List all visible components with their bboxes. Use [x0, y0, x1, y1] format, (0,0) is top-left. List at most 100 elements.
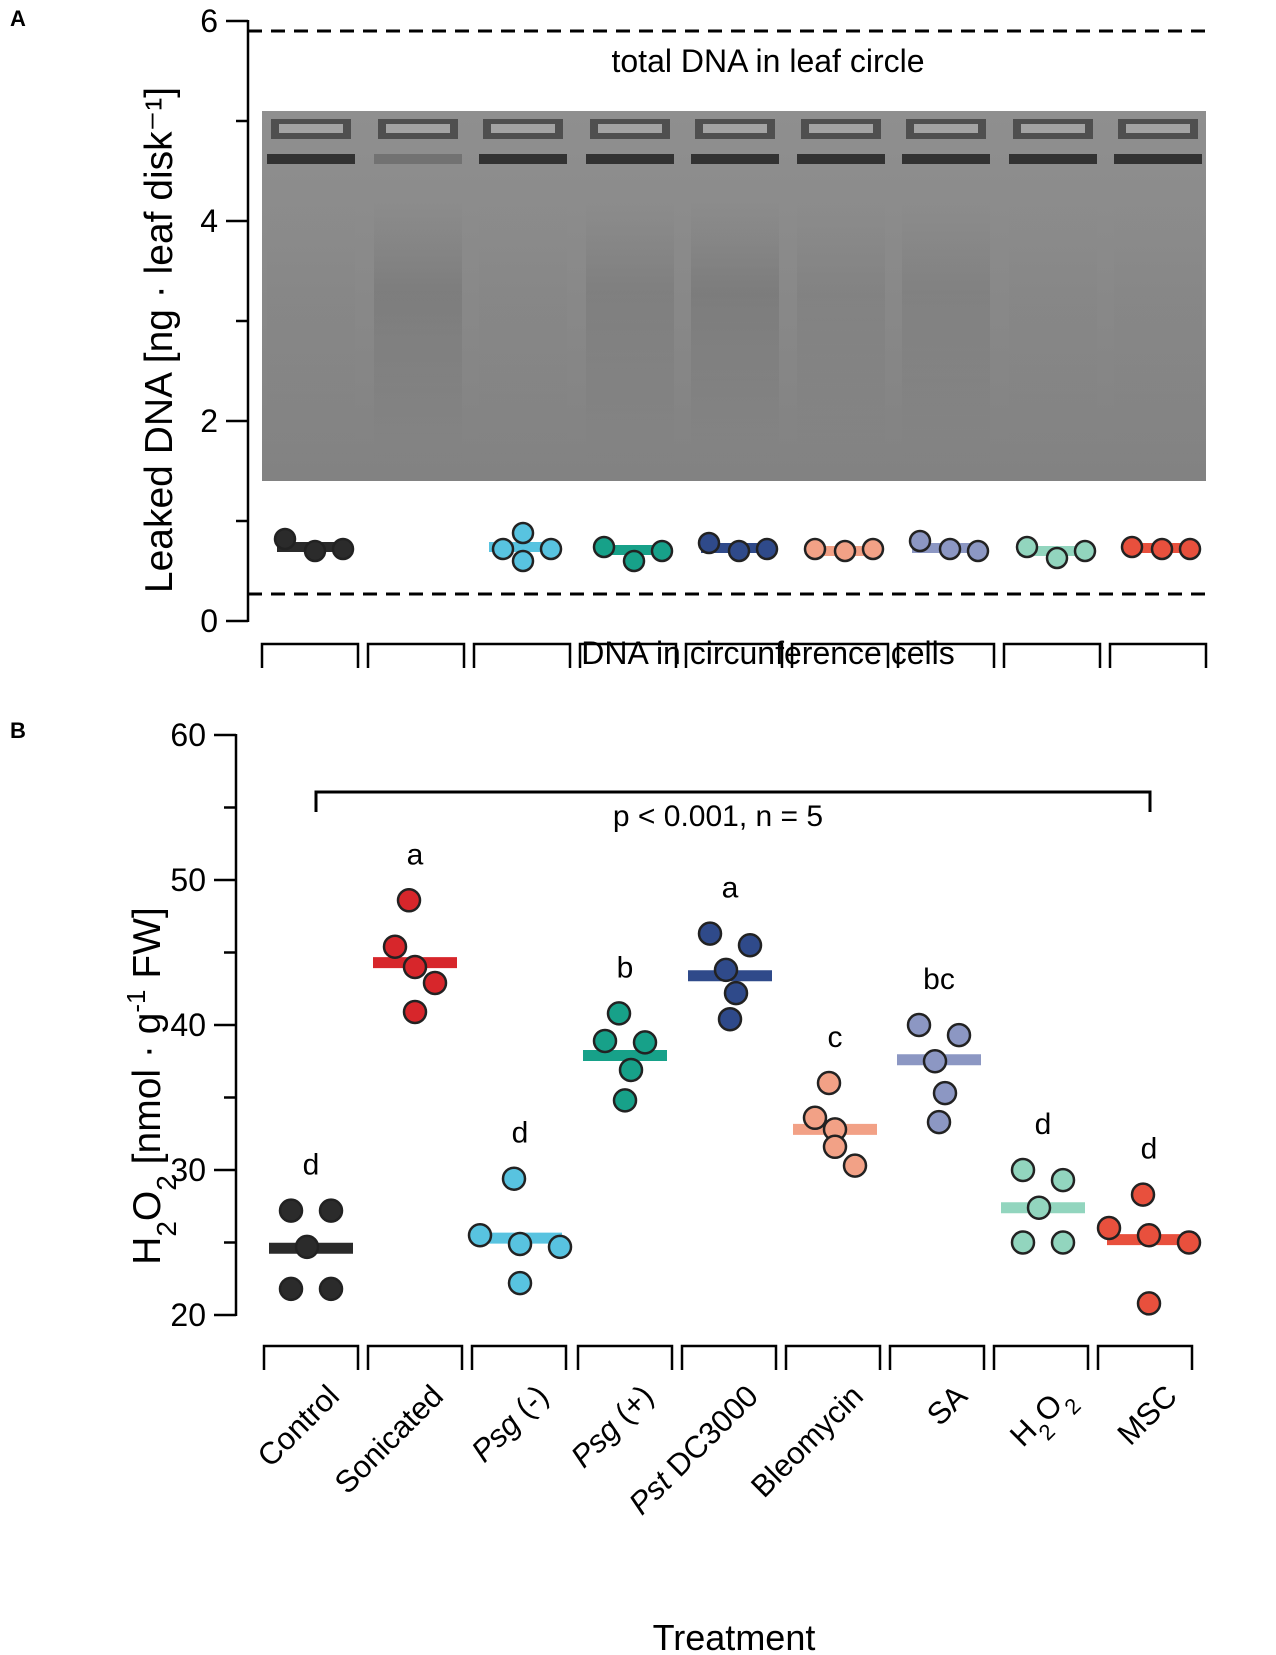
data-point-psg — [511, 521, 535, 545]
significance-bracket-line — [314, 790, 1152, 812]
data-point-psg — [467, 1223, 493, 1248]
data-point-pst-dc3000 — [713, 957, 739, 983]
data-point-msc — [1120, 535, 1144, 559]
category-bracket-b-bleomycin — [784, 1344, 882, 1370]
data-point-control — [318, 1276, 344, 1302]
significance-letter-bleomycin: c — [828, 1021, 843, 1054]
gel-band — [902, 154, 990, 164]
gel-image — [262, 111, 1206, 481]
x-tick-label-psg: Psg (-) — [464, 1378, 555, 1469]
data-point-control — [273, 527, 297, 551]
data-point-h2o2 — [1010, 1157, 1036, 1183]
y-tick-label-b: 20 — [170, 1297, 206, 1333]
data-point-psg — [511, 549, 535, 573]
y-axis-label-b: H2O2 [nmol · g-1 FW] — [121, 907, 182, 1265]
data-point-pst-dc3000 — [697, 531, 721, 555]
y-tick-label-a: 6 — [200, 3, 218, 39]
data-points-b: d a d b a c bc d d — [269, 838, 1202, 1316]
category-bracket-a-msc — [1108, 642, 1208, 668]
data-point-msc — [1150, 537, 1174, 561]
data-point-psg — [612, 1088, 638, 1113]
data-point-control — [278, 1198, 304, 1223]
y-tick-label-b: 40 — [170, 1007, 206, 1043]
significance-letter-control: d — [303, 1149, 320, 1182]
x-tick-label-control: Control — [251, 1378, 346, 1473]
significance-annotation: p < 0.001, n = 5 — [613, 800, 823, 833]
data-point-control — [294, 1234, 320, 1260]
gel-well-highlight — [279, 124, 343, 133]
data-point-bleomycin — [802, 1105, 828, 1131]
data-point-control — [331, 537, 355, 561]
category-brackets-a — [260, 642, 1208, 668]
category-bracket-b-h2o2 — [992, 1344, 1090, 1370]
data-point-bleomycin — [816, 1070, 842, 1096]
gel-well-highlight — [914, 124, 978, 133]
category-bracket-a-control — [260, 642, 360, 668]
gel-well-highlight — [1021, 124, 1085, 133]
data-point-h2o2 — [1045, 546, 1069, 570]
data-point-msc — [1178, 537, 1202, 561]
y-tick-label-b: 30 — [170, 1152, 206, 1188]
gel-lane-smear — [1114, 201, 1202, 461]
category-bracket-a-psg — [578, 642, 678, 668]
data-point-sa — [946, 1022, 972, 1048]
y-tick-label-b: 60 — [170, 717, 206, 753]
category-bracket-a-bleomycin — [790, 642, 890, 668]
data-points-a — [273, 521, 1202, 573]
data-point-pst-dc3000 — [755, 537, 779, 561]
panel-b: 20 30 40 50 60 p < 0.001, n = 5 H2O2 [nmol ·… — [121, 717, 1202, 1655]
gel-well-highlight — [1126, 124, 1190, 133]
gel-band — [691, 154, 779, 164]
gel-lane-smear — [267, 201, 355, 461]
x-tick-label-bleomycin: Bleomycin — [744, 1378, 870, 1504]
data-point-sa — [926, 1109, 952, 1135]
data-point-psg — [507, 1270, 533, 1296]
x-tick-label-psg: Psg (+) — [564, 1378, 660, 1474]
gel-band — [586, 154, 674, 164]
data-point-h2o2 — [1026, 1195, 1052, 1220]
data-point-sa — [908, 529, 932, 553]
data-point-sonicated — [402, 999, 428, 1025]
y-tick-label-a: 2 — [200, 403, 218, 439]
data-point-psg — [618, 1057, 644, 1083]
panel-a: 0 2 4 6 total DNA in leaf circle DNA in cir… — [138, 3, 1210, 671]
gel-band — [479, 154, 567, 164]
gel-lane-smear — [586, 201, 674, 461]
data-point-sa — [938, 537, 962, 561]
y-tick-label-a: 0 — [200, 603, 218, 639]
x-axis-label: Treatment — [653, 1617, 816, 1655]
data-point-control — [318, 1198, 344, 1223]
y-axis-b: 20 30 40 50 60 — [170, 717, 238, 1333]
significance-letter-h2o2: d — [1035, 1108, 1052, 1141]
data-point-pst-dc3000 — [737, 933, 763, 958]
gel-band — [267, 154, 355, 164]
category-bracket-b-psg — [576, 1344, 674, 1370]
significance-letter-pst-dc3000: a — [722, 872, 739, 905]
data-point-psg — [592, 1028, 618, 1054]
data-point-pst-dc3000 — [727, 539, 751, 563]
data-point-psg — [592, 535, 616, 559]
gel-lane-smear — [374, 201, 462, 461]
x-tick-label-sa: SA — [920, 1378, 974, 1432]
significance-letter-sa: bc — [923, 963, 955, 996]
category-bracket-a-sonicated — [366, 642, 466, 668]
gel-well-highlight — [386, 124, 450, 133]
category-bracket-b-sa — [888, 1344, 986, 1370]
category-bracket-b-pst-dc3000 — [680, 1344, 778, 1370]
data-point-psg — [501, 1166, 527, 1191]
gel-well-highlight — [491, 124, 555, 133]
significance-letter-psg: b — [617, 951, 634, 984]
gel-lane-smear — [691, 201, 779, 461]
data-point-msc — [1136, 1291, 1162, 1316]
gel-band — [1009, 154, 1097, 164]
category-bracket-b-control — [262, 1344, 360, 1370]
data-point-psg — [507, 1231, 533, 1257]
significance-bracket — [314, 790, 1152, 812]
data-point-msc — [1136, 1223, 1162, 1248]
data-point-pst-dc3000 — [723, 980, 749, 1006]
x-tick-label-h2o2: H2O2 — [1003, 1378, 1085, 1460]
gel-well-highlight — [703, 124, 767, 133]
data-point-sonicated — [382, 934, 408, 959]
data-point-sa — [966, 539, 990, 563]
